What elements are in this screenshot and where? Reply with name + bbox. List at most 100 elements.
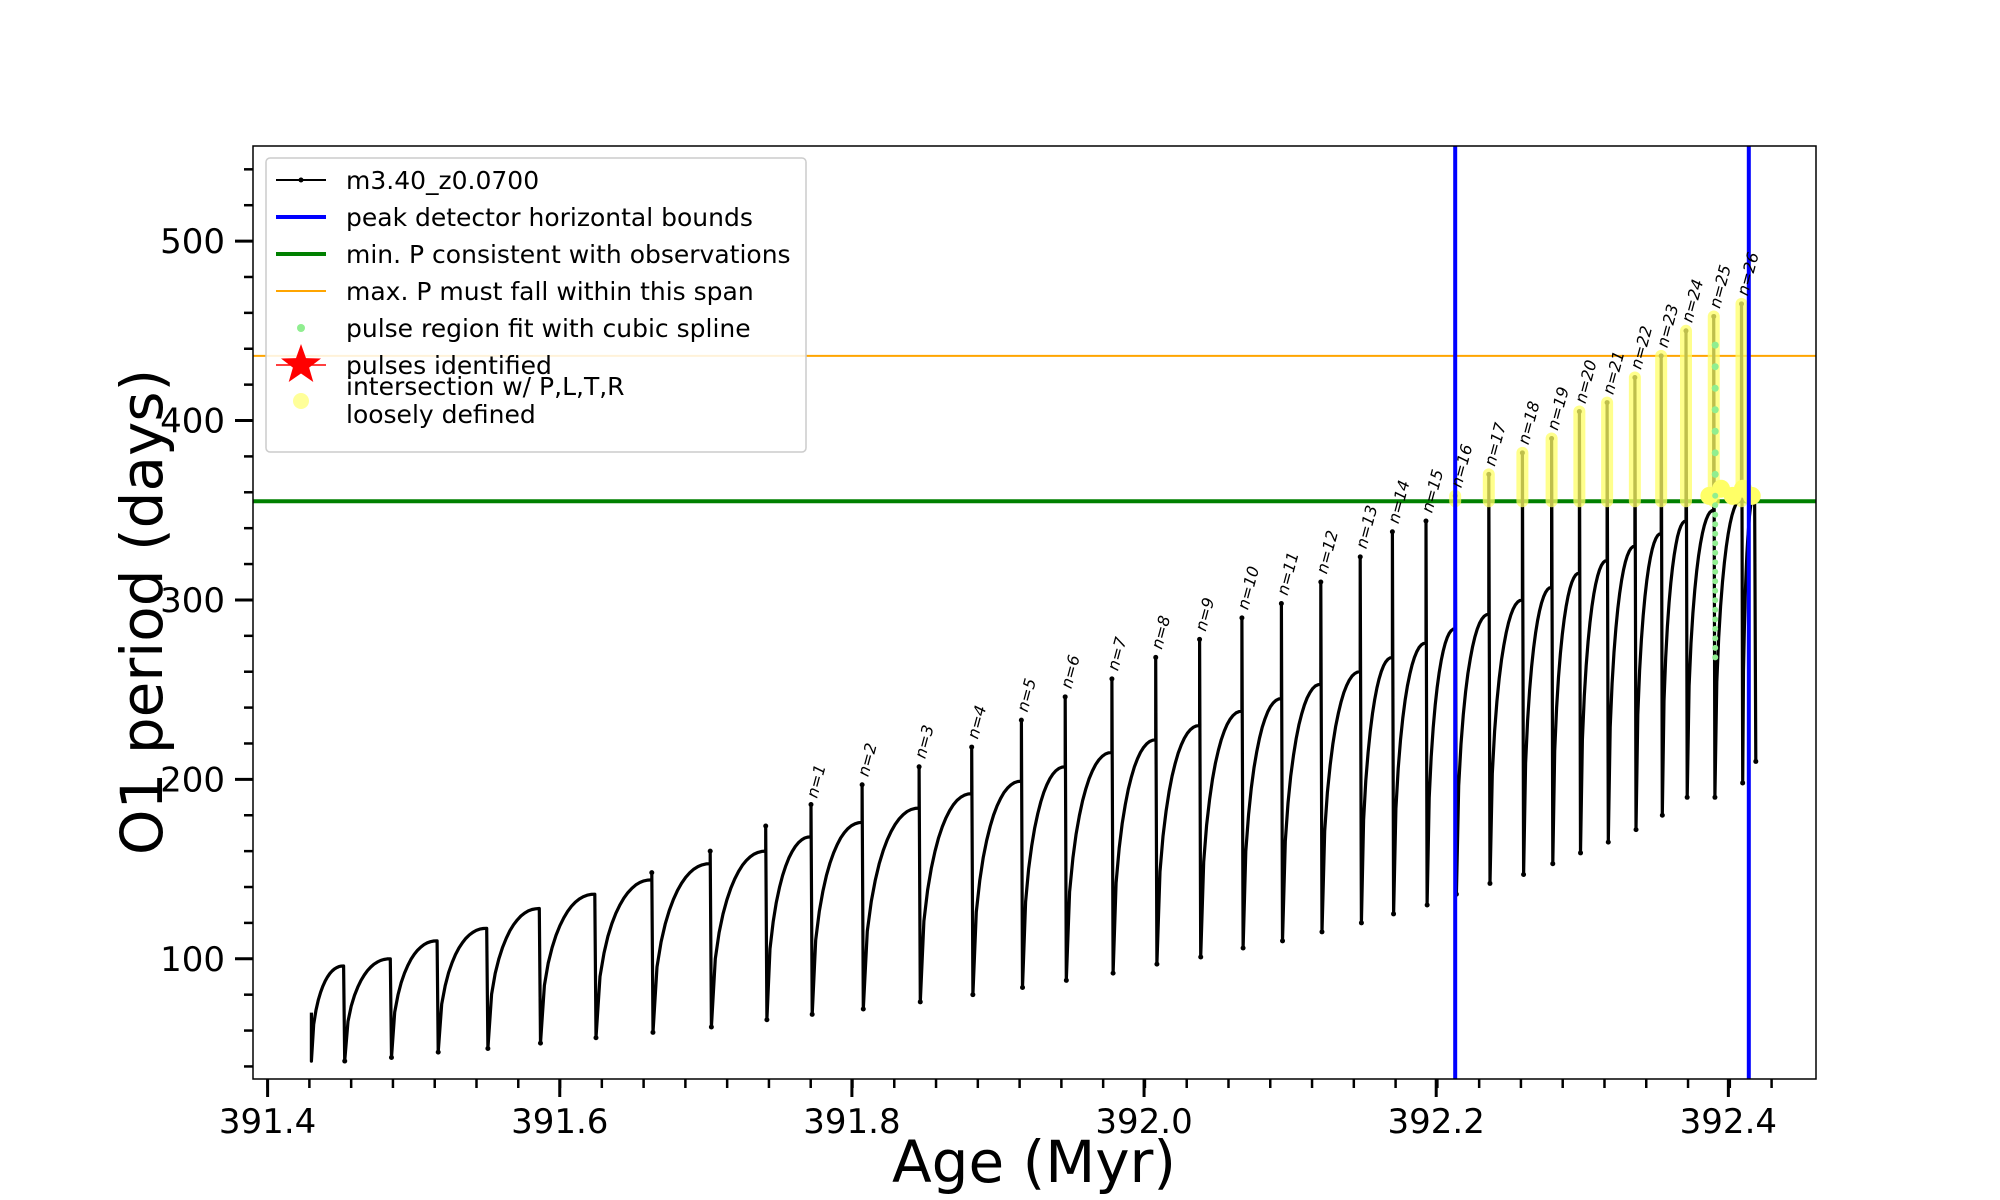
spline-upper-point-4 (1711, 406, 1719, 414)
trough-point-17 (1154, 961, 1160, 967)
legend-label-4: max. P must fall within this span (346, 277, 754, 306)
trough-point-15 (1063, 977, 1069, 983)
spline-upper-point-3 (1711, 427, 1719, 435)
pulse-label-n=18: n=18 (1514, 399, 1544, 446)
pulse-label-n=2: n=2 (854, 741, 881, 779)
spline-point-4 (1712, 625, 1719, 632)
legend-item-6: pulses identified (276, 344, 552, 382)
spline-upper-point-6 (1711, 363, 1719, 371)
spline-point-12 (1712, 549, 1719, 556)
x-tick-label-392.2: 392.2 (1388, 1102, 1485, 1142)
y-tick-label-300: 300 (160, 581, 225, 621)
spike-point-19 (1239, 615, 1245, 621)
pulse-label-n=4: n=4 (963, 703, 990, 741)
legend-swatch-big-dot (293, 393, 309, 409)
trough-point-10 (809, 1011, 815, 1017)
legend-label-6: pulses identified (346, 351, 552, 380)
legend-swatch-star (281, 344, 321, 382)
trough-point-24 (1424, 902, 1430, 908)
y-axis-title: O1 period (days) (108, 369, 176, 855)
legend-swatch-dot (297, 324, 305, 332)
spline-point-9 (1712, 578, 1719, 585)
trough-point-19 (1240, 945, 1246, 951)
spline-upper-point-7 (1711, 341, 1719, 349)
pulse-label-n=10: n=10 (1233, 564, 1263, 611)
spline-point-11 (1712, 559, 1719, 566)
trough-point-33 (1684, 794, 1690, 800)
legend-label-5: pulse region fit with cubic spline (346, 314, 751, 343)
spline-point-3 (1712, 635, 1719, 642)
legend-label-1: m3.40_z0.0700 (346, 166, 539, 195)
trough-point-6 (593, 1035, 599, 1041)
spline-point-1 (1712, 654, 1719, 661)
trough-point-5 (537, 1040, 543, 1046)
legend-label-3: min. P consistent with observations (346, 240, 791, 269)
spline-upper-point-1 (1711, 470, 1719, 478)
spline-upper-point-5 (1711, 384, 1719, 392)
spline-point-7 (1712, 597, 1719, 604)
trough-point-23 (1391, 911, 1397, 917)
spline-point-2 (1712, 644, 1719, 651)
legend-swatch-marker (298, 177, 304, 183)
legend-item-3: min. P consistent with observations (276, 240, 791, 269)
spike-point-11 (859, 782, 865, 788)
pulse-label-n=8: n=8 (1147, 614, 1174, 652)
legend-label-7-line2: loosely defined (346, 400, 536, 429)
trough-point-13 (970, 992, 976, 998)
legend-item-5: pulse region fit with cubic spline (297, 314, 751, 343)
trough-point-34 (1712, 794, 1718, 800)
spline-point-5 (1712, 616, 1719, 623)
pulse-label-n=5: n=5 (1013, 676, 1040, 714)
trough-point-22 (1358, 920, 1364, 926)
trough-point-8 (708, 1024, 714, 1030)
spline-point-6 (1712, 606, 1719, 613)
pulse-label-n=12: n=12 (1312, 528, 1342, 575)
x-tick-label-391.6: 391.6 (511, 1102, 608, 1142)
plot-frame (252, 145, 1817, 1080)
y-tick-label-200: 200 (160, 760, 225, 800)
pulse-label-n=20: n=20 (1571, 358, 1601, 405)
trough-point-26 (1487, 880, 1493, 886)
x-tick-label-392.0: 392.0 (1095, 1102, 1192, 1142)
spline-point-17 (1712, 502, 1719, 509)
trough-point-18 (1198, 954, 1204, 960)
y-tick-label-500: 500 (160, 222, 225, 262)
legend-box (265, 157, 807, 453)
spline-point-18 (1712, 492, 1719, 499)
spike-point-9 (763, 823, 769, 829)
spike-point-13 (969, 744, 975, 750)
pulse-label-n=25: n=25 (1705, 263, 1735, 310)
spike-point-17 (1153, 654, 1159, 660)
intersection-cluster-5 (1742, 486, 1761, 505)
trough-point-31 (1633, 827, 1639, 833)
pulse-label-n=15: n=15 (1418, 467, 1448, 514)
trough-point-30 (1605, 839, 1611, 845)
pulse-label-n=24: n=24 (1678, 277, 1708, 324)
trough-point-32 (1659, 812, 1665, 818)
trough-point-29 (1578, 850, 1584, 856)
spike-point-24 (1423, 518, 1429, 524)
pulse-label-n=22: n=22 (1626, 324, 1656, 371)
legend-item-4: max. P must fall within this span (276, 277, 754, 306)
trough-point-12 (917, 999, 923, 1005)
trough-point-21 (1319, 929, 1325, 935)
spline-point-15 (1712, 521, 1719, 528)
pulse-label-n=7: n=7 (1103, 634, 1130, 672)
spike-point-23 (1389, 529, 1395, 535)
trough-point-7 (650, 1029, 656, 1035)
pulse-label-n=9: n=9 (1191, 596, 1218, 634)
pulse-label-n=23: n=23 (1653, 302, 1683, 349)
trough-point-3 (435, 1049, 441, 1055)
spike-point-15 (1062, 694, 1068, 700)
x-tick-label-392.4: 392.4 (1680, 1102, 1777, 1142)
spike-point-22 (1357, 554, 1363, 560)
spline-point-16 (1712, 511, 1719, 518)
spline-upper-point-2 (1711, 449, 1719, 457)
pulse-label-n=6: n=6 (1057, 653, 1084, 691)
legend-item-2: peak detector horizontal bounds (276, 203, 753, 232)
trough-point-35 (1740, 780, 1746, 786)
spline-point-14 (1712, 530, 1719, 537)
trough-point-1 (342, 1058, 348, 1064)
